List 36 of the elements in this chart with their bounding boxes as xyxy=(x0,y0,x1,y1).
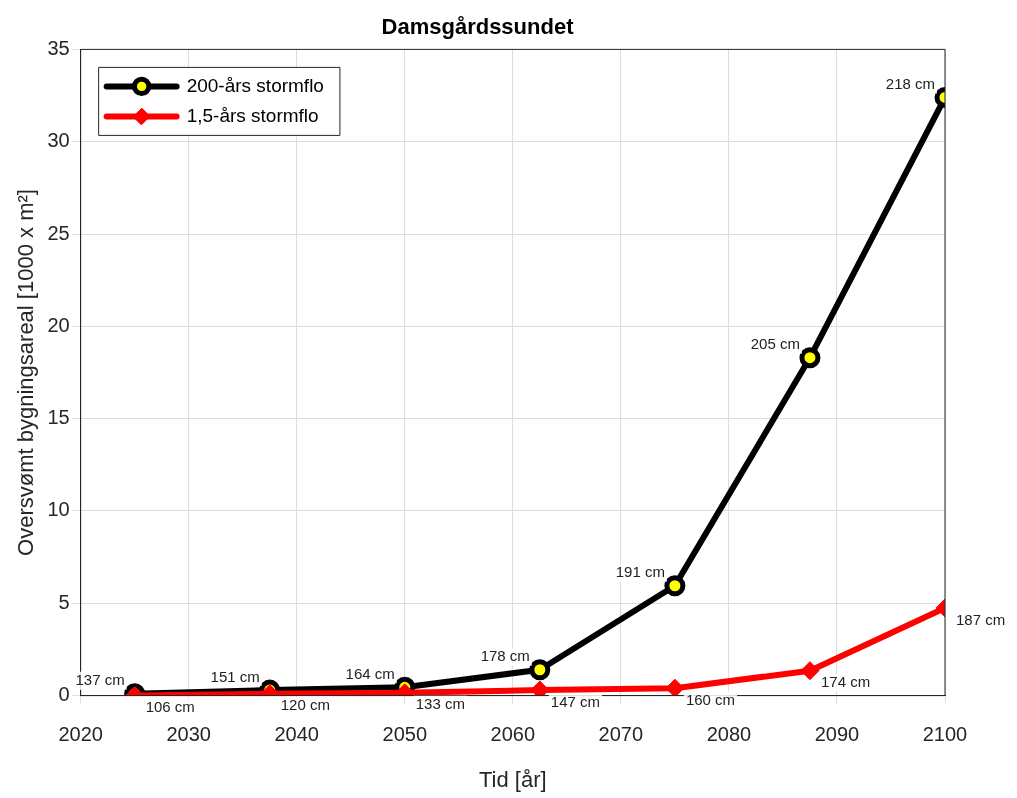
x-tick-label: 2040 xyxy=(274,723,319,746)
annotation: 120 cm xyxy=(280,696,330,714)
y-tick-label: 30 xyxy=(47,129,70,152)
annotation: 133 cm xyxy=(415,695,465,713)
x-tick-label: 2070 xyxy=(598,723,644,746)
x-tick-label: 2080 xyxy=(706,723,752,746)
annotation: 164 cm xyxy=(345,664,395,682)
x-tick-label: 2090 xyxy=(814,723,860,746)
annotation: 151 cm xyxy=(210,667,260,685)
y-tick-label: 25 xyxy=(47,221,70,244)
y-tick-label: 5 xyxy=(58,590,70,613)
x-tick-label: 2030 xyxy=(166,723,211,746)
y-tick-label: 0 xyxy=(58,683,70,706)
y-tick-label: 10 xyxy=(47,498,70,521)
x-axis-title: Tid [år] xyxy=(478,766,547,792)
x-tick-label: 2050 xyxy=(382,723,428,746)
x-tick-label: 2100 xyxy=(922,723,968,746)
legend-label: 1,5-års stormflo xyxy=(186,104,319,126)
annotation: 147 cm xyxy=(550,692,601,710)
annotation: 187 cm xyxy=(956,610,1006,628)
x-tick-label: 2020 xyxy=(58,723,103,746)
annotation: 137 cm xyxy=(75,671,125,689)
annotation: 178 cm xyxy=(480,647,530,665)
y-axis-title: Oversvømt bygningsareal [1000 x m²] xyxy=(13,189,39,556)
y-tick-label: 15 xyxy=(47,406,70,429)
legend-label: 200-års stormflo xyxy=(186,74,324,96)
y-tick-label: 20 xyxy=(47,313,70,336)
annotation: 174 cm xyxy=(820,673,871,691)
y-tick-label: 35 xyxy=(47,36,70,59)
annotation: 205 cm xyxy=(750,335,800,353)
annotation: 218 cm xyxy=(885,75,936,93)
annotation: 160 cm xyxy=(685,690,736,708)
x-tick-label: 2060 xyxy=(490,723,536,746)
annotation: 106 cm xyxy=(145,698,195,716)
annotation: 191 cm xyxy=(615,563,665,581)
chart-title: Damsgårdssundet xyxy=(381,14,575,40)
